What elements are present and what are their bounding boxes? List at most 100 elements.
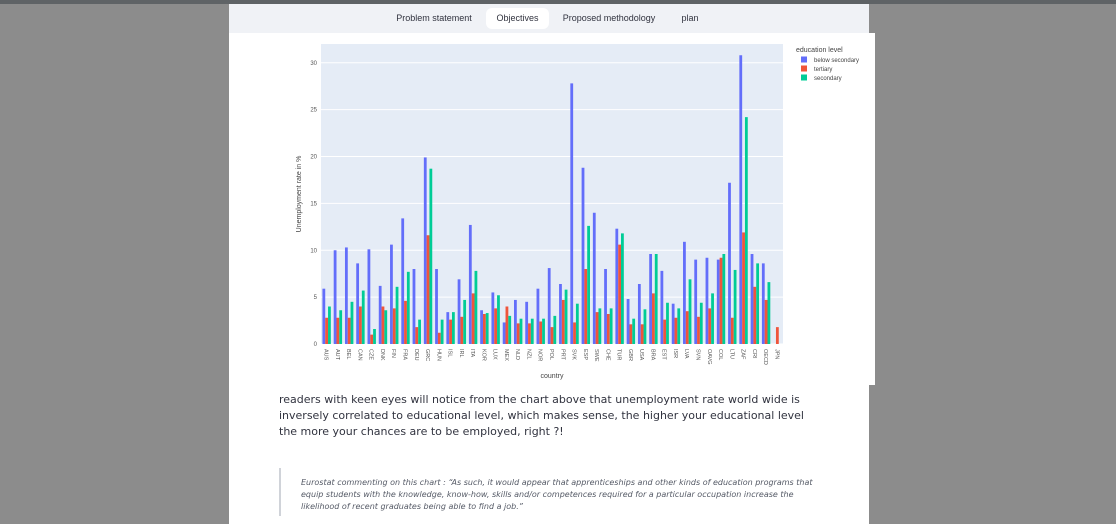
bar-ltu-secondary[interactable] <box>733 269 737 344</box>
bar-aut-secondary[interactable] <box>339 310 343 344</box>
bar-che-tertiary[interactable] <box>606 314 610 344</box>
bar-bra-secondary[interactable] <box>654 254 658 344</box>
tab-problem-statement[interactable]: Problem statement <box>396 13 472 23</box>
bar-esp-tertiary[interactable] <box>584 269 588 344</box>
tab-proposed-methodology[interactable]: Proposed methodology <box>562 13 656 23</box>
bar-deu-secondary[interactable] <box>418 319 421 344</box>
bar-can-secondary[interactable] <box>361 290 365 344</box>
bar-hun-tertiary[interactable] <box>437 332 441 344</box>
bar-svk-below-secondary[interactable] <box>570 83 574 344</box>
bar-zaf-below-secondary[interactable] <box>739 55 743 344</box>
bar-pol-below-secondary[interactable] <box>547 268 551 344</box>
bar-esp-below-secondary[interactable] <box>581 167 585 344</box>
bar-fin-below-secondary[interactable] <box>390 244 393 344</box>
bar-nzl-below-secondary[interactable] <box>525 301 529 344</box>
bar-est-secondary[interactable] <box>666 302 669 344</box>
bar-prt-below-secondary[interactable] <box>559 284 562 344</box>
bar-fra-below-secondary[interactable] <box>401 218 405 344</box>
bar-esp-secondary[interactable] <box>587 225 591 344</box>
bar-hun-below-secondary[interactable] <box>435 269 438 344</box>
bar-ltu-below-secondary[interactable] <box>728 182 731 344</box>
bar-isl-secondary[interactable] <box>451 312 455 344</box>
bar-col-below-secondary[interactable] <box>716 259 720 344</box>
bar-aut-below-secondary[interactable] <box>333 250 337 344</box>
bar-aut-tertiary[interactable] <box>336 317 340 344</box>
bar-aus-tertiary[interactable] <box>325 317 329 344</box>
bar-nzl-secondary[interactable] <box>530 318 534 344</box>
unemployment-bar-chart[interactable]: 0 5 10 15 20 25 30 AUS AUT BEL CAN CZE DNK FIN FRA DEU… <box>229 33 875 385</box>
bar-tur-below-secondary[interactable] <box>615 228 619 344</box>
bar-gbr-tertiary[interactable] <box>629 324 633 344</box>
bar-che-below-secondary[interactable] <box>604 269 607 344</box>
bar-lva-tertiary[interactable] <box>685 311 689 344</box>
bar-che-secondary[interactable] <box>609 308 613 344</box>
bar-ita-below-secondary[interactable] <box>468 224 472 344</box>
bar-pol-secondary[interactable] <box>553 315 557 344</box>
bar-deu-tertiary[interactable] <box>415 327 419 344</box>
bar-isl-below-secondary[interactable] <box>446 312 450 344</box>
bar-oavg-below-secondary[interactable] <box>705 257 709 344</box>
bar-bel-secondary[interactable] <box>350 301 354 344</box>
bar-fra-tertiary[interactable] <box>404 300 407 344</box>
bar-dnk-secondary[interactable] <box>384 310 388 344</box>
bar-jpn-tertiary[interactable] <box>775 327 779 344</box>
bar-lva-secondary[interactable] <box>688 279 692 344</box>
bar-swe-tertiary[interactable] <box>595 312 599 344</box>
bar-prt-tertiary[interactable] <box>561 299 565 344</box>
bar-can-below-secondary[interactable] <box>356 263 360 344</box>
bar-grc-tertiary[interactable] <box>426 235 430 344</box>
bar-svn-below-secondary[interactable] <box>694 259 698 344</box>
bar-ita-secondary[interactable] <box>474 270 478 344</box>
bar-fin-tertiary[interactable] <box>392 308 396 344</box>
bar-kor-secondary[interactable] <box>485 313 489 344</box>
bar-gbr-secondary[interactable] <box>632 318 636 344</box>
bar-ltu-tertiary[interactable] <box>730 317 734 344</box>
bar-nor-below-secondary[interactable] <box>536 288 540 344</box>
bar-aus-below-secondary[interactable] <box>322 288 326 344</box>
bar-cri-tertiary[interactable] <box>753 286 757 344</box>
bar-usa-tertiary[interactable] <box>640 324 644 344</box>
bar-oecd-secondary[interactable] <box>767 282 771 344</box>
bar-irl-below-secondary[interactable] <box>457 279 461 344</box>
bar-nld-below-secondary[interactable] <box>513 299 517 344</box>
bar-prt-secondary[interactable] <box>564 289 568 344</box>
bar-svn-secondary[interactable] <box>699 302 703 344</box>
bar-fra-secondary[interactable] <box>406 271 410 344</box>
bar-tur-secondary[interactable] <box>621 233 624 344</box>
bar-nzl-tertiary[interactable] <box>528 323 531 344</box>
bar-cri-below-secondary[interactable] <box>750 254 754 344</box>
bar-cze-tertiary[interactable] <box>370 334 374 344</box>
bar-nld-tertiary[interactable] <box>516 323 520 344</box>
bar-isr-secondary[interactable] <box>677 308 681 344</box>
tab-plan[interactable]: plan <box>681 13 699 23</box>
bar-svk-tertiary[interactable] <box>573 322 576 344</box>
bar-hun-secondary[interactable] <box>440 319 444 344</box>
legend-item-tertiary[interactable]: tertiary <box>801 65 832 74</box>
bar-gbr-below-secondary[interactable] <box>626 299 630 344</box>
bar-grc-below-secondary[interactable] <box>423 157 427 344</box>
bar-isl-tertiary[interactable] <box>449 319 452 344</box>
bar-irl-secondary[interactable] <box>463 299 467 344</box>
legend-item-below-secondary[interactable]: below secondary <box>801 56 859 65</box>
bar-dnk-below-secondary[interactable] <box>378 285 382 344</box>
bar-mex-below-secondary[interactable] <box>502 322 506 344</box>
bar-zaf-tertiary[interactable] <box>742 232 745 344</box>
bar-pol-tertiary[interactable] <box>550 327 554 344</box>
bar-swe-secondary[interactable] <box>598 308 602 344</box>
bar-lux-tertiary[interactable] <box>494 308 498 344</box>
bar-lux-secondary[interactable] <box>497 295 500 344</box>
bar-irl-tertiary[interactable] <box>460 316 464 344</box>
bar-ita-tertiary[interactable] <box>471 293 475 344</box>
bar-bel-below-secondary[interactable] <box>344 247 348 344</box>
bar-kor-below-secondary[interactable] <box>480 310 483 344</box>
bar-oecd-tertiary[interactable] <box>764 299 768 344</box>
bar-bra-below-secondary[interactable] <box>649 254 653 344</box>
bar-oavg-tertiary[interactable] <box>708 308 712 344</box>
bar-dnk-tertiary[interactable] <box>381 306 385 345</box>
bar-fin-secondary[interactable] <box>395 286 399 344</box>
bar-est-tertiary[interactable] <box>663 319 667 344</box>
tab-objectives[interactable]: Objectives <box>486 8 549 29</box>
bar-zaf-secondary[interactable] <box>744 117 748 344</box>
bar-aus-secondary[interactable] <box>328 306 331 345</box>
bar-isr-tertiary[interactable] <box>674 317 678 344</box>
